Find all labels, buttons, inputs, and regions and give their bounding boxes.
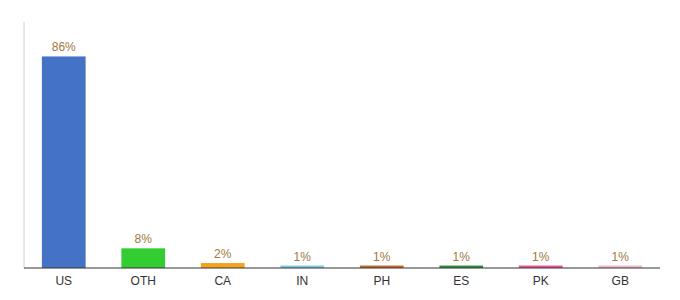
bar <box>201 263 245 268</box>
data-label: 1% <box>294 250 312 264</box>
y-axis-line <box>24 22 25 268</box>
bar <box>121 248 165 268</box>
x-tick-label: PH <box>373 274 390 288</box>
x-tick-label: CA <box>214 274 231 288</box>
data-label: 1% <box>532 250 550 264</box>
data-label: 2% <box>214 247 232 261</box>
x-tick-label: PK <box>533 274 549 288</box>
data-label: 8% <box>135 232 153 246</box>
bar <box>42 56 86 268</box>
chart-container: US OTH CA IN PH ES PK GB 86% 8% 2% 1% 1% 1% 1% 1% <box>0 0 680 300</box>
data-label: 1% <box>453 250 471 264</box>
x-tick-label: GB <box>612 274 629 288</box>
x-tick-label: ES <box>453 274 469 288</box>
x-tick-label: US <box>55 274 72 288</box>
data-label: 1% <box>612 250 630 264</box>
x-tick-label: IN <box>296 274 308 288</box>
bars <box>42 56 642 268</box>
chart-svg: US OTH CA IN PH ES PK GB 86% 8% 2% 1% 1% 1% 1% 1% <box>0 0 680 300</box>
x-tick-label: OTH <box>131 274 156 288</box>
x-axis-line <box>24 268 660 269</box>
data-label: 1% <box>373 250 391 264</box>
data-label: 86% <box>52 40 76 54</box>
